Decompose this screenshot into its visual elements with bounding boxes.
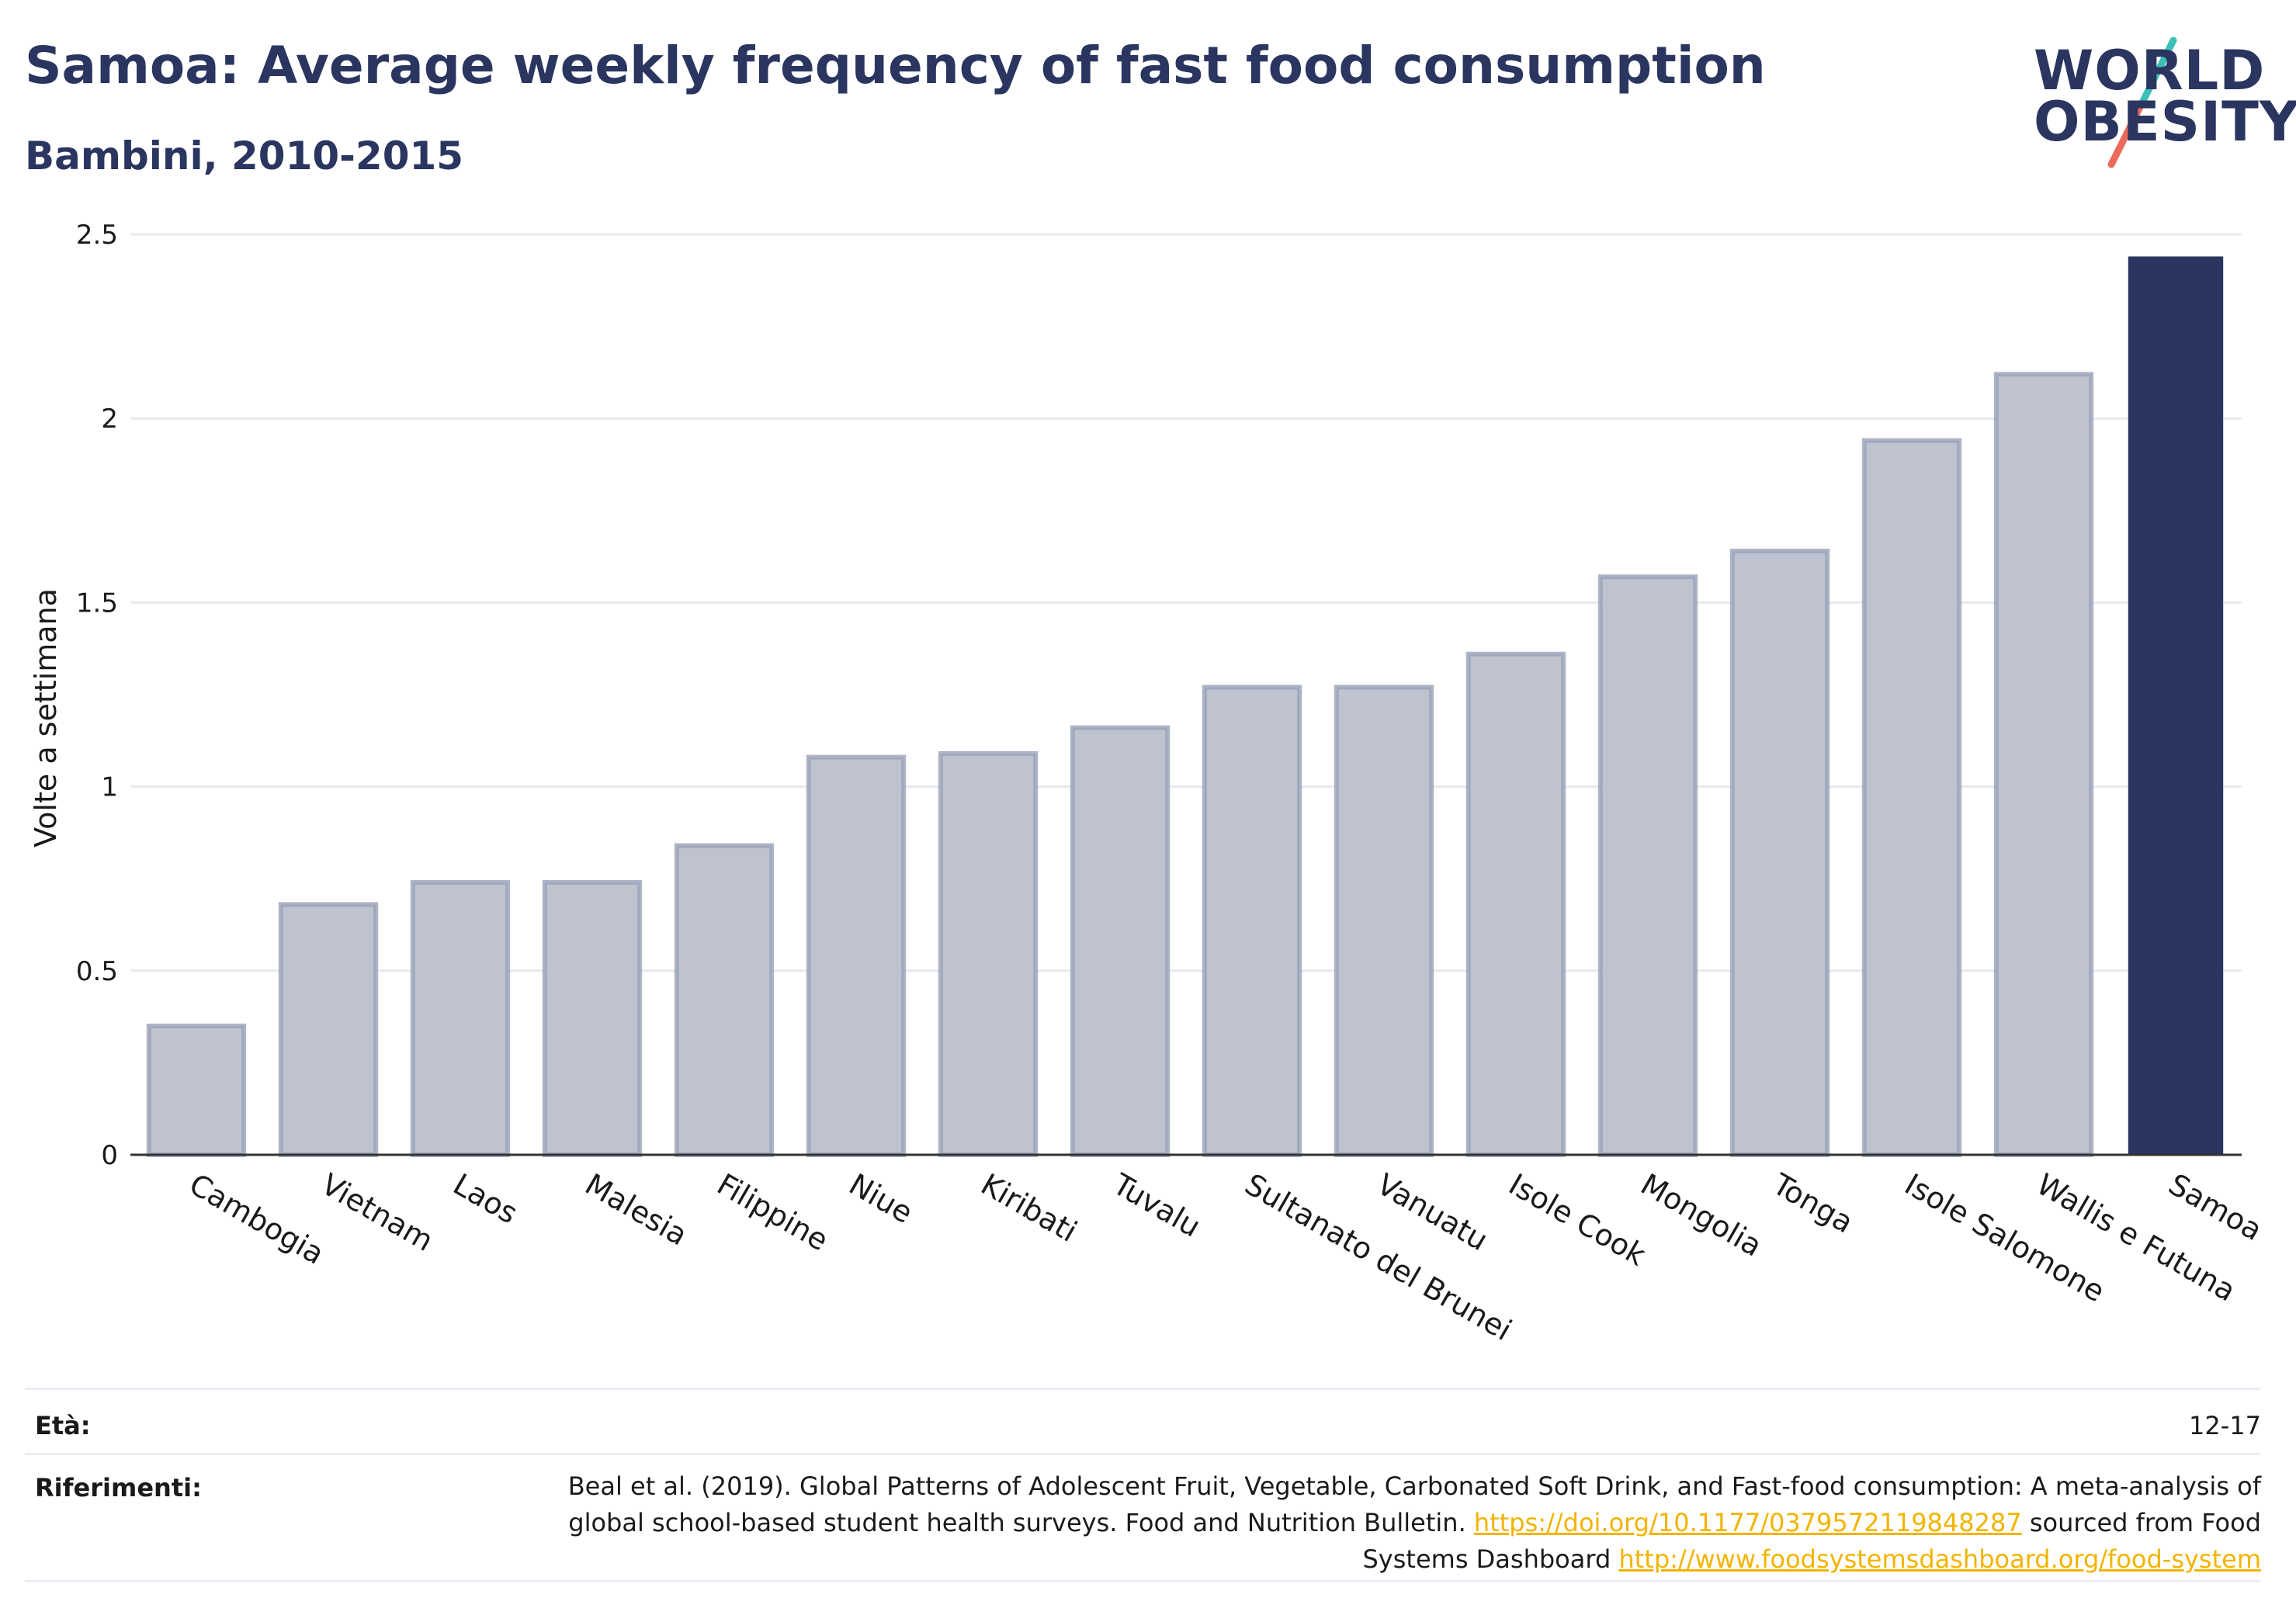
footer-divider <box>25 1388 2260 1390</box>
age-label: Età: <box>35 1411 91 1440</box>
y-tick-label: 2 <box>101 404 118 435</box>
bar <box>1993 372 2094 1158</box>
bar <box>1729 548 1830 1157</box>
bar <box>146 1023 247 1157</box>
logo-slash-icon <box>2107 36 2177 168</box>
bar <box>1334 684 1434 1157</box>
footer-divider <box>25 1453 2260 1455</box>
y-tick-label: 0.5 <box>76 956 118 987</box>
logo-word-world: WORLD <box>2034 39 2266 102</box>
reference-text: sourced from Food Systems Dashboard <box>1362 1508 2261 1574</box>
reference-dashboard-link[interactable]: http://www.foodsystemsdashboard.org/food… <box>1618 1544 2261 1574</box>
x-tick-label: Isole Cook <box>1503 1167 1652 1273</box>
bar <box>410 879 511 1157</box>
bar <box>1202 684 1302 1157</box>
reference-doi-link[interactable]: https://doi.org/10.1177/0379572119848287 <box>1473 1508 2022 1537</box>
x-tick-label: Laos <box>448 1167 524 1231</box>
bar <box>1465 651 1566 1157</box>
age-value: 12-17 <box>2189 1411 2261 1440</box>
logo-word-obesity: OBESITY <box>2034 90 2296 154</box>
x-tick-label: Malesia <box>580 1167 693 1253</box>
reference-text: Beal et al. (2019). Global Patterns of A… <box>567 1471 2261 1537</box>
chart-title: Samoa: Average weekly frequency of fast … <box>25 36 1766 95</box>
bar <box>806 754 907 1157</box>
footer-divider <box>25 1580 2260 1582</box>
x-tick-label: Tuvalu <box>1107 1166 1206 1244</box>
bar <box>542 879 643 1157</box>
bar <box>2128 256 2224 1155</box>
bar <box>674 843 775 1158</box>
x-tick-label: Tonga <box>1767 1166 1859 1239</box>
world-obesity-logo: WORLD OBESITY <box>2018 31 2296 171</box>
bar <box>1597 574 1698 1157</box>
x-tick-label: Vietnam <box>316 1167 439 1258</box>
y-tick-label: 1 <box>101 772 118 803</box>
x-tick-label: Niue <box>844 1167 919 1230</box>
bar <box>278 902 379 1157</box>
references-label: Riferimenti: <box>35 1473 202 1502</box>
bar <box>938 750 1039 1157</box>
x-tick-label: Kiribati <box>976 1167 1084 1249</box>
x-tick-label: Samoa <box>2163 1167 2268 1248</box>
y-tick-label: 0 <box>101 1140 118 1171</box>
references-text: Beal et al. (2019). Global Patterns of A… <box>553 1468 2261 1578</box>
bar-chart-svg: 0 0.5 1 1.5 2 2.5 Volte a settimana CambogiaVie… <box>29 220 2268 1347</box>
y-axis-title: Volte a settimana <box>29 588 63 847</box>
bar <box>1070 725 1171 1157</box>
y-tick-label: 2.5 <box>76 220 118 251</box>
x-tick-label: Filippine <box>712 1167 834 1258</box>
x-tick-label: Mongolia <box>1635 1167 1768 1263</box>
bar <box>1861 438 1962 1157</box>
chart-subtitle: Bambini, 2010-2015 <box>25 133 464 178</box>
x-tick-label: Cambogia <box>184 1167 330 1271</box>
y-tick-label: 1.5 <box>76 587 118 619</box>
